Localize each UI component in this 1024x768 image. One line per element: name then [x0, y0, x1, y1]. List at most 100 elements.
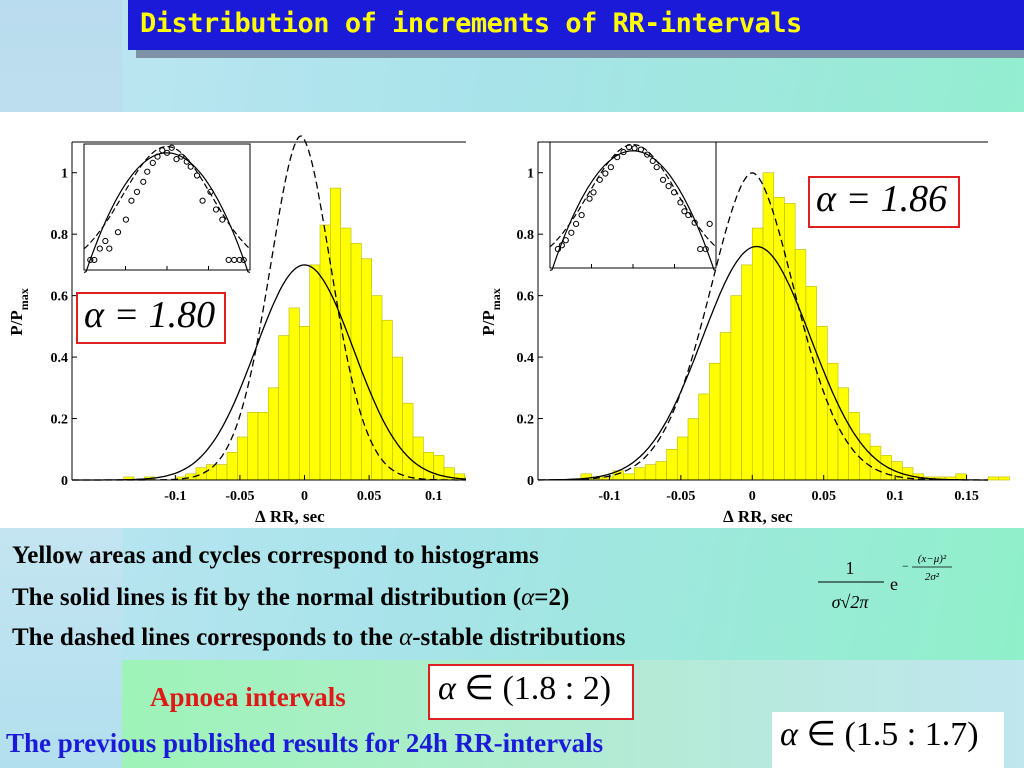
inset-point [590, 189, 597, 196]
histogram-bar [655, 461, 667, 481]
histogram-bar [288, 307, 300, 481]
x-tick-label: 0.15 [954, 489, 979, 504]
histogram-bar [412, 436, 424, 481]
inset-point [128, 197, 135, 204]
y-tick-label: 0.6 [517, 290, 535, 305]
inset-point [168, 144, 175, 151]
inset-point [586, 195, 593, 202]
inset-point [607, 164, 614, 171]
inset-point [91, 256, 98, 264]
histogram-bar [623, 473, 635, 481]
inset-point [193, 172, 201, 179]
y-tick-label: 0.4 [517, 351, 535, 366]
histogram-bar [257, 412, 269, 481]
stable-fit-line [72, 135, 466, 481]
inset-point [199, 197, 206, 204]
histogram-bar [226, 452, 238, 481]
formula-exp-numerator: (x−μ)² [918, 553, 947, 565]
inset-point [677, 199, 684, 206]
y-axis-label: P/Pmax [7, 288, 31, 336]
right-alpha-label: α = 1.86 [808, 176, 960, 228]
y-tick-label: 0.8 [517, 228, 535, 243]
left-chart-panel: 0 0.2 0.4 0.6 0.8 1 -0.1 -0.05 0 0.05 0.1 P/Pmax ∆ R… [0, 112, 486, 528]
inset-point [122, 216, 129, 223]
inset-point [681, 208, 688, 215]
histogram-bar [381, 319, 393, 481]
x-tick-label: 0.05 [357, 489, 382, 504]
histogram-bar [816, 326, 828, 481]
y-tick-label: 0 [61, 474, 68, 489]
inset-point [96, 245, 103, 252]
inset-point [568, 229, 575, 236]
histogram-bar [859, 433, 871, 481]
inset-point [596, 176, 603, 183]
inset-point [178, 153, 185, 160]
formula-numerator: 1 [846, 558, 855, 578]
inset-point [631, 145, 638, 152]
histogram-bar [340, 227, 352, 481]
histogram-bar [751, 227, 764, 481]
inset-point [102, 237, 109, 245]
histogram-bar [216, 464, 228, 481]
normal-fit-line [538, 245, 988, 481]
previous-range-alpha: α [780, 716, 798, 753]
inset-point [144, 168, 151, 175]
title-bar: Distribution of increments of RR-interva… [128, 0, 1024, 50]
inset-point [240, 256, 247, 264]
histogram-bar [423, 452, 435, 481]
left-alpha-text: α = 1.80 [84, 294, 216, 336]
histogram-bar [319, 224, 331, 481]
histogram-bar [837, 387, 850, 481]
right-histogram-chart: 0 0.2 0.4 0.6 0.8 1 -0.1 -0.05 0 0.05 0.1 0.15 P/Pma… [479, 141, 1010, 526]
inset-point [236, 256, 243, 264]
inset-point [620, 148, 627, 156]
histogram-bar [794, 249, 807, 481]
inset-point [149, 159, 156, 167]
caption-line-3-before: The dashed lines corresponds to the [12, 624, 400, 651]
inset-point [562, 237, 569, 244]
inset-point [691, 219, 698, 226]
inset-point [625, 143, 633, 151]
histogram-bar [206, 464, 217, 481]
y-tick-label: 0.2 [517, 413, 535, 428]
x-tick-label: -0.1 [164, 489, 186, 504]
inset-point [671, 189, 678, 196]
inset-point [602, 170, 609, 177]
previous-results-label: The previous published results for 24h R… [6, 728, 604, 758]
histogram-bar [709, 362, 721, 481]
right-chart-panel: 0 0.2 0.4 0.6 0.8 1 -0.1 -0.05 0 0.05 0.1 0.15 P/Pma… [466, 112, 1024, 528]
normal-distribution-formula: 1 σ√2π e − (x−μ)² 2σ² [818, 553, 952, 612]
inset-point [614, 154, 621, 161]
inset-point [187, 163, 194, 170]
histogram-bar [869, 445, 882, 481]
x-tick-label: 0 [301, 489, 308, 504]
x-axis-label: ∆ RR, sec [255, 507, 325, 526]
x-tick-label: 0.05 [811, 489, 836, 504]
histogram-bar [278, 335, 290, 481]
histogram-bar [299, 326, 310, 481]
inset-point [114, 229, 122, 236]
histogram-bar [195, 467, 207, 481]
histogram-bar [350, 243, 362, 481]
histogram-bar [247, 412, 259, 481]
formula-denominator: σ√2π [832, 592, 870, 612]
inset-point [183, 158, 190, 165]
apnoea-label: Apnoea intervals [150, 682, 346, 712]
inset-point [659, 176, 667, 183]
inset-point [685, 211, 692, 219]
inset-point [644, 151, 651, 158]
histogram-bar [719, 332, 732, 481]
x-tick-label: -0.05 [225, 489, 254, 504]
caption-line-3-alpha: α [399, 624, 413, 651]
caption-line-3: The dashed lines corresponds to the α-st… [12, 624, 625, 652]
histogram-bar [773, 197, 785, 481]
inset-frame [549, 141, 717, 269]
histogram-bar [237, 436, 248, 481]
histogram-bar [330, 187, 341, 481]
normal-fit-line [72, 264, 467, 481]
formula-exp-denominator: 2σ² [925, 571, 940, 583]
histogram-bar [730, 295, 742, 481]
y-axis-label-sub: max [17, 288, 31, 310]
inset-point [219, 216, 226, 223]
left-histogram-chart: 0 0.2 0.4 0.6 0.8 1 -0.1 -0.05 0 0.05 0.1 P/Pmax ∆ R… [7, 135, 486, 526]
